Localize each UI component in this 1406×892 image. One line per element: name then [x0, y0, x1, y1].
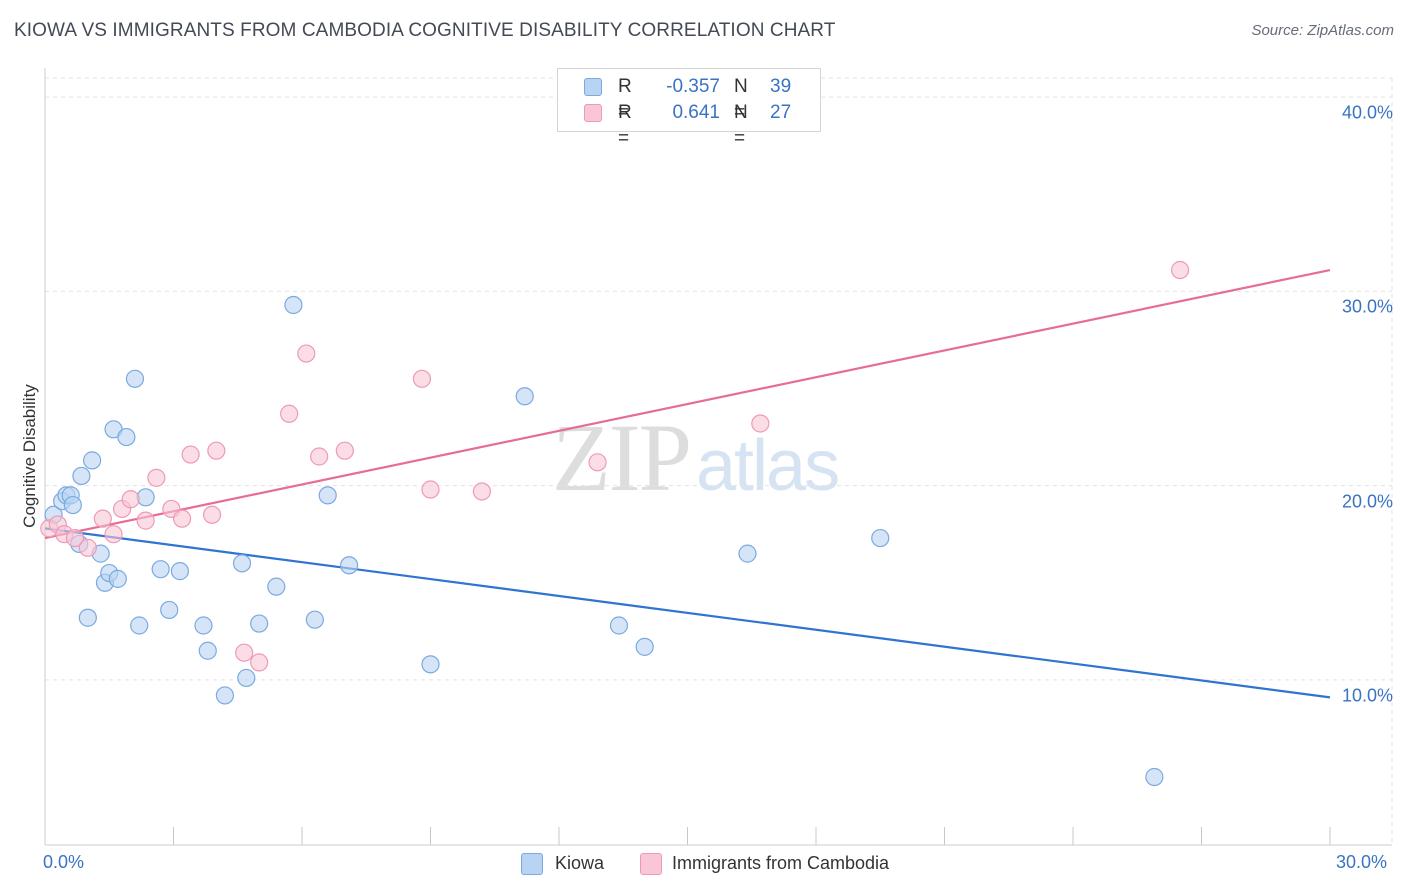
data-point-kiowa: [160, 600, 179, 620]
data-point-kiowa: [125, 369, 145, 388]
data-point-kiowa: [63, 495, 82, 515]
axes: [44, 68, 1392, 846]
data-point-kiowa: [250, 614, 269, 633]
data-point-cambodia: [136, 511, 155, 530]
data-point-cambodia: [147, 468, 166, 487]
data-point-cambodia: [310, 447, 329, 466]
data-point-cambodia: [250, 653, 269, 672]
y-tick-label: 30.0%: [1341, 296, 1393, 317]
data-point-cambodia: [121, 490, 140, 509]
data-point-kiowa: [237, 668, 256, 688]
data-point-kiowa: [871, 528, 890, 548]
trend-line-cambodia: [44, 268, 1331, 540]
data-point-cambodia: [297, 344, 316, 363]
data-point-kiowa: [635, 637, 654, 656]
stats-legend: R = -0.357 N = 39 R = 0.641 N = 27: [557, 68, 821, 149]
n-label: N =: [734, 102, 748, 149]
data-points: [40, 260, 1190, 787]
source-label: Source: ZipAtlas.com: [1251, 22, 1394, 39]
data-point-cambodia: [65, 528, 85, 548]
y-tick-label: 20.0%: [1341, 491, 1393, 512]
kiowa-swatch: [584, 78, 602, 96]
data-point-kiowa: [340, 556, 359, 575]
trend-line-kiowa: [44, 527, 1331, 699]
data-point-kiowa: [198, 641, 217, 660]
data-point-cambodia: [93, 509, 112, 528]
data-point-cambodia: [172, 509, 192, 528]
data-point-kiowa: [232, 554, 252, 573]
data-point-kiowa: [609, 616, 629, 635]
watermark-zip: ZIP: [552, 404, 692, 511]
data-point-cambodia: [412, 369, 432, 388]
data-point-kiowa: [151, 560, 170, 579]
data-point-cambodia: [588, 453, 607, 472]
data-point-kiowa: [738, 544, 757, 563]
data-point-cambodia: [104, 525, 123, 544]
y-tick-label: 40.0%: [1341, 102, 1393, 123]
data-point-cambodia: [472, 482, 491, 501]
n-label: N =: [734, 76, 748, 123]
data-point-cambodia: [235, 643, 254, 662]
data-point-cambodia: [202, 505, 222, 524]
r-label: R =: [618, 76, 632, 123]
data-point-cambodia: [181, 445, 200, 464]
data-point-cambodia: [207, 441, 226, 460]
data-point-kiowa: [284, 295, 303, 315]
data-point-kiowa: [215, 686, 234, 705]
kiowa-r-value: -0.357: [666, 76, 720, 97]
kiowa-n-value: 39: [770, 76, 792, 97]
cambodia-n-value: 27: [770, 102, 792, 123]
data-point-kiowa: [72, 466, 91, 486]
data-point-kiowa: [117, 427, 136, 447]
data-point-kiowa: [267, 577, 286, 596]
data-point-kiowa: [170, 562, 190, 581]
r-label: R =: [618, 102, 632, 149]
watermark-atlas: atlas: [696, 426, 840, 506]
data-point-kiowa: [421, 655, 440, 674]
y-tick-label: 10.0%: [1341, 685, 1393, 706]
data-point-kiowa: [83, 451, 102, 470]
data-point-cambodia: [751, 414, 770, 433]
y-axis-label: Cognitive Disability: [20, 384, 39, 528]
data-point-kiowa: [108, 569, 127, 588]
kiowa-legend-label: Kiowa: [555, 853, 605, 873]
data-point-kiowa: [194, 616, 213, 635]
cambodia-r-value: 0.641: [672, 102, 720, 123]
data-point-cambodia: [1170, 260, 1190, 280]
data-point-kiowa: [136, 488, 155, 507]
trend-lines: [44, 268, 1331, 699]
data-point-kiowa: [1145, 767, 1164, 787]
chart-title: KIOWA VS IMMIGRANTS FROM CAMBODIA COGNIT…: [14, 20, 836, 41]
x-tick-label-max: 30.0%: [1336, 852, 1388, 872]
x-tick-label-min: 0.0%: [43, 852, 85, 872]
grid-lines: [45, 77, 1393, 845]
data-point-kiowa: [78, 608, 97, 627]
data-point-cambodia: [421, 480, 440, 499]
data-point-kiowa: [318, 486, 337, 505]
data-point-cambodia: [335, 441, 354, 460]
data-point-cambodia: [78, 538, 97, 557]
data-point-kiowa: [305, 610, 324, 629]
data-point-kiowa: [130, 616, 149, 635]
data-point-kiowa: [515, 387, 534, 406]
kiowa-legend-swatch: [521, 853, 543, 875]
data-point-cambodia: [280, 404, 299, 423]
cambodia-legend-label: Immigrants from Cambodia: [672, 853, 890, 873]
cambodia-swatch: [584, 104, 602, 122]
cambodia-legend-swatch: [640, 853, 662, 875]
watermark: ZIPatlas: [552, 402, 840, 513]
